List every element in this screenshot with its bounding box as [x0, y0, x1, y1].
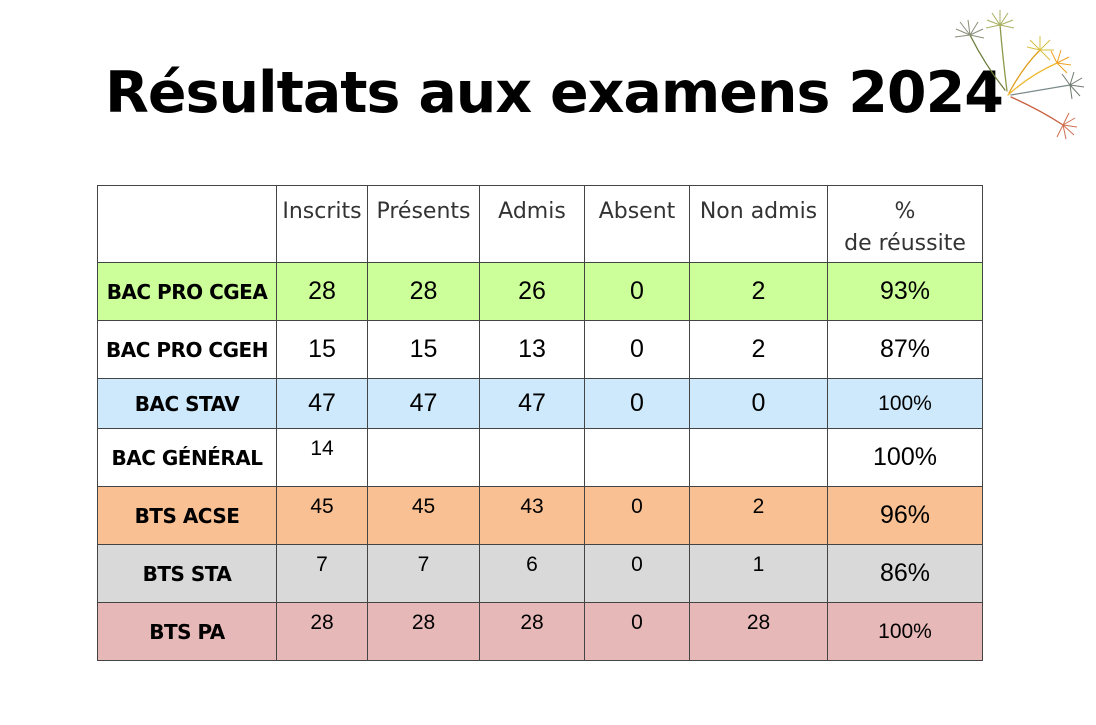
table-row: BAC PRO CGEH 15 15 13 0 2 87% [97, 320, 983, 379]
cell-non-admis: 28 [689, 602, 828, 661]
table-row: BAC GÉNÉRAL 14 100% [97, 428, 983, 487]
cell-absent: 0 [584, 544, 690, 603]
cell-presents [367, 428, 480, 487]
row-label: BTS ACSE [97, 486, 277, 545]
row-label: BTS PA [97, 602, 277, 661]
results-table: Inscrits Présents Admis Absent Non admis… [97, 185, 983, 661]
header-non-admis: Non admis [689, 185, 828, 263]
row-label: BTS STA [97, 544, 277, 603]
cell-inscrits: 14 [276, 428, 368, 487]
cell-pct: 96% [827, 486, 983, 545]
cell-admis: 13 [479, 320, 585, 379]
cell-admis: 28 [479, 602, 585, 661]
row-label: BAC PRO CGEH [97, 320, 277, 379]
cell-pct: 86% [827, 544, 983, 603]
cell-pct: 100% [827, 428, 983, 487]
cell-absent: 0 [584, 262, 690, 321]
header-absent: Absent [584, 185, 690, 263]
cell-inscrits: 47 [276, 378, 368, 429]
row-label: BAC PRO CGEA [97, 262, 277, 321]
cell-admis: 6 [479, 544, 585, 603]
page-title: Résultats aux examens 2024 [105, 60, 1004, 126]
cell-pct: 100% [827, 602, 983, 661]
cell-non-admis: 0 [689, 378, 828, 429]
cell-presents: 45 [367, 486, 480, 545]
cell-presents: 15 [367, 320, 480, 379]
cell-admis: 47 [479, 378, 585, 429]
cell-absent: 0 [584, 378, 690, 429]
row-label: BAC GÉNÉRAL [97, 428, 277, 487]
cell-non-admis [689, 428, 828, 487]
header-inscrits: Inscrits [276, 185, 368, 263]
header-blank [97, 185, 277, 263]
cell-inscrits: 7 [276, 544, 368, 603]
cell-non-admis: 1 [689, 544, 828, 603]
dandelion-logo-icon [954, 10, 1085, 140]
cell-presents: 7 [367, 544, 480, 603]
table-row: BTS ACSE 45 45 43 0 2 96% [97, 486, 983, 545]
cell-absent: 0 [584, 486, 690, 545]
cell-presents: 47 [367, 378, 480, 429]
header-pct-line2: de réussite [844, 231, 966, 256]
cell-non-admis: 2 [689, 320, 828, 379]
row-label: BAC STAV [97, 378, 277, 429]
cell-admis: 43 [479, 486, 585, 545]
cell-inscrits: 15 [276, 320, 368, 379]
cell-absent [584, 428, 690, 487]
table-row: BAC STAV 47 47 47 0 0 100% [97, 378, 983, 429]
cell-inscrits: 28 [276, 602, 368, 661]
cell-absent: 0 [584, 320, 690, 379]
cell-pct: 93% [827, 262, 983, 321]
table-row: BTS STA 7 7 6 0 1 86% [97, 544, 983, 603]
header-pct: % de réussite [827, 185, 983, 263]
table-row: BTS PA 28 28 28 0 28 100% [97, 602, 983, 661]
cell-non-admis: 2 [689, 262, 828, 321]
cell-presents: 28 [367, 262, 480, 321]
cell-admis [479, 428, 585, 487]
header-presents: Présents [367, 185, 480, 263]
cell-admis: 26 [479, 262, 585, 321]
cell-pct: 100% [827, 378, 983, 429]
cell-inscrits: 28 [276, 262, 368, 321]
cell-non-admis: 2 [689, 486, 828, 545]
table-header-row: Inscrits Présents Admis Absent Non admis… [97, 185, 983, 263]
table-row: BAC PRO CGEA 28 28 26 0 2 93% [97, 262, 983, 321]
cell-presents: 28 [367, 602, 480, 661]
header-admis: Admis [479, 185, 585, 263]
header-pct-line1: % [894, 199, 916, 224]
cell-pct: 87% [827, 320, 983, 379]
cell-absent: 0 [584, 602, 690, 661]
cell-inscrits: 45 [276, 486, 368, 545]
